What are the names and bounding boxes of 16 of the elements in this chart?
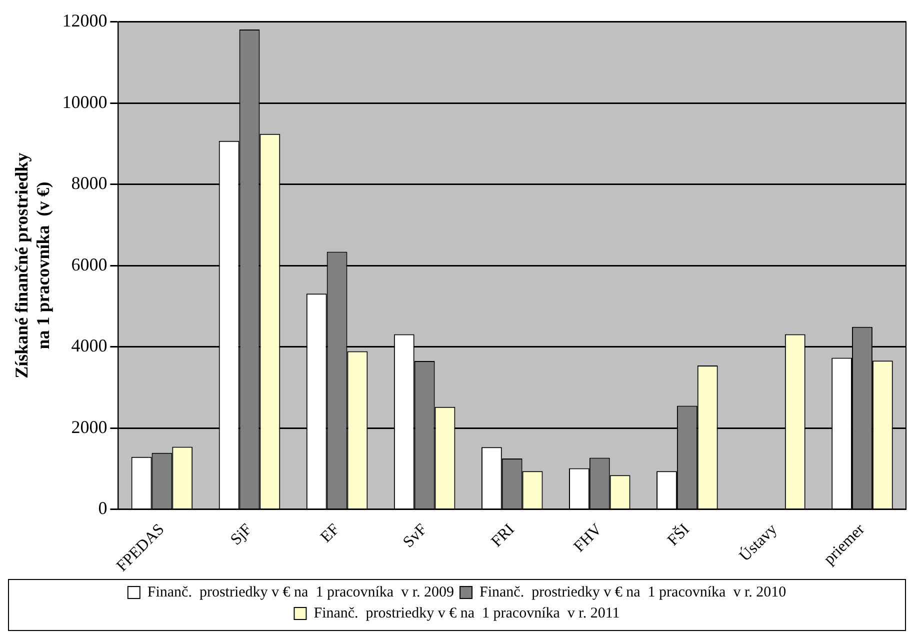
y-tick-label: 10000 — [62, 92, 108, 112]
legend-label: Finanč. prostriedky v € na 1 pracovníka v r. 2011 — [314, 605, 620, 622]
x-tick-label: FRI — [488, 520, 518, 550]
legend-label: Finanč. prostriedky v € na 1 pracovníka v r. 2009 — [147, 584, 454, 600]
x-tick-label: EF — [318, 520, 343, 546]
y-tick-label: 8000 — [71, 173, 108, 194]
y-tick-label: 2000 — [71, 416, 108, 437]
y-tick-label: 0 — [98, 498, 108, 518]
y-tick-label: 4000 — [71, 336, 108, 356]
legend-label: Finanč. prostriedky v € na 1 pracovníka v r. 2010 — [480, 584, 786, 600]
y-tick-label: 6000 — [71, 254, 108, 274]
y-axis-title: Získané finančné prostriedky na 1 pracovníka (v €) — [11, 152, 54, 378]
x-tick-label: SvF — [400, 520, 430, 552]
x-tick-label: FŠI — [664, 520, 693, 550]
x-tick-label: SjF — [228, 520, 256, 549]
y-tick-label: 12000 — [62, 10, 108, 31]
